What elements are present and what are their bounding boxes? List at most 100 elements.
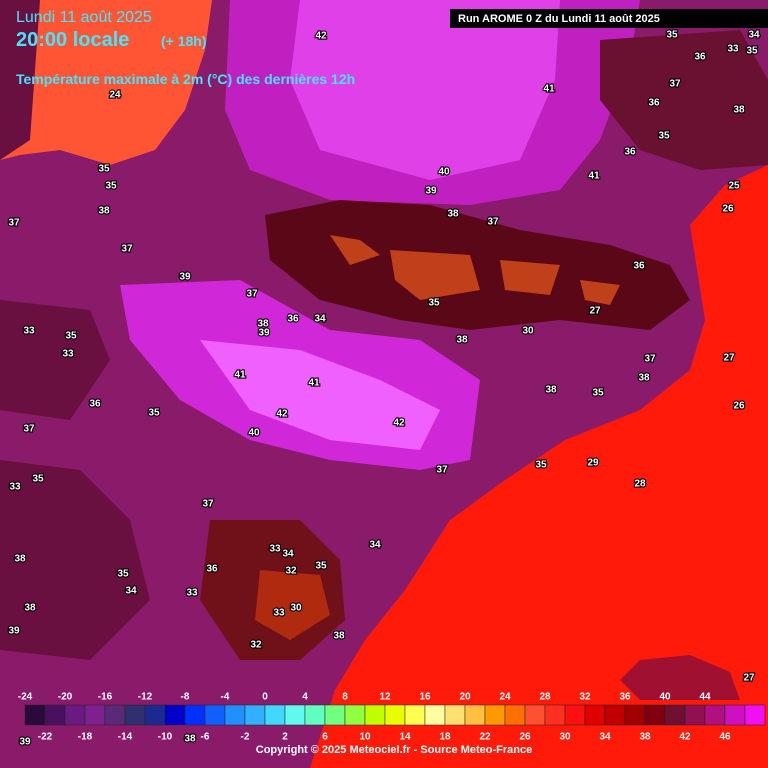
- station-temperature: 39: [258, 328, 270, 339]
- map-title: Température maximale à 2m (°C) des derni…: [16, 71, 355, 87]
- colorbar-tick-label: 0: [262, 692, 268, 703]
- colorbar-tick-label: -24: [18, 692, 33, 703]
- station-temperature: 40: [438, 167, 450, 178]
- colorbar-swatch: [184, 704, 206, 726]
- station-temperature: 37: [23, 424, 35, 435]
- station-temperature: 33: [273, 608, 285, 619]
- station-temperature: 38: [24, 603, 36, 614]
- colorbar-tick-label: 20: [459, 692, 471, 703]
- colorbar-swatch: [684, 704, 706, 726]
- colorbar-tick-label: 42: [679, 732, 691, 743]
- station-temperature: 37: [246, 289, 258, 300]
- colorbar-swatch: [564, 704, 586, 726]
- station-temperature: 38: [333, 631, 345, 642]
- colorbar-swatch: [604, 704, 626, 726]
- copyright: Copyright © 2025 Meteociel.fr - Source M…: [256, 744, 532, 756]
- station-temperature: 33: [23, 326, 35, 337]
- station-temperature: 35: [315, 561, 327, 572]
- colorbar-swatch: [524, 704, 546, 726]
- southern-peaks: [255, 570, 330, 640]
- colorbar-swatch: [504, 704, 526, 726]
- run-banner: [450, 9, 768, 28]
- island: [620, 655, 740, 700]
- colorbar-tick-label: 14: [399, 732, 411, 743]
- station-temperature: 41: [308, 378, 320, 389]
- station-temperature: 29: [587, 458, 599, 469]
- station-temperature: 30: [522, 326, 534, 337]
- colorbar-swatch: [624, 704, 646, 726]
- station-temperature: 39: [8, 626, 20, 637]
- station-temperature: 37: [121, 244, 133, 255]
- colorbar-tick-label: 24: [499, 692, 511, 703]
- station-temperature: 38: [14, 554, 26, 565]
- station-temperature: 38: [456, 335, 468, 346]
- colorbar-tick-label: 44: [699, 692, 711, 703]
- north-plain-hot: [290, 0, 560, 180]
- station-temperature: 37: [436, 465, 448, 476]
- colorbar-swatch: [64, 704, 86, 726]
- station-temperature: 27: [743, 673, 755, 684]
- pyrenees-peaks: [330, 235, 620, 305]
- station-temperature: 35: [666, 30, 678, 41]
- colorbar-tick-label: 22: [479, 732, 491, 743]
- colorbar-tick-label: 6: [322, 732, 328, 743]
- colorbar-swatch: [284, 704, 306, 726]
- colorbar-tick-label: 4: [302, 692, 308, 703]
- station-temperature: 35: [428, 298, 440, 309]
- colorbar-swatch: [204, 704, 226, 726]
- colorbar-tick-label: 28: [539, 692, 551, 703]
- colorbar-swatch: [324, 704, 346, 726]
- station-temperature: 36: [287, 314, 299, 325]
- colorbar-swatch: [424, 704, 446, 726]
- colorbar-tick-label: 46: [719, 732, 731, 743]
- station-temperature: 39: [425, 186, 437, 197]
- colorbar-tick-label: 26: [519, 732, 531, 743]
- colorbar: -24 -20 -16 -12 -8 -4 0 4 8 12 16 20 24 28 32 36 40 44-22…: [18, 692, 766, 743]
- station-temperature: 35: [105, 181, 117, 192]
- station-temperature: 35: [658, 131, 670, 142]
- station-temperature: 41: [543, 84, 555, 95]
- station-temperature: 34: [369, 540, 381, 551]
- station-temperature: 38: [184, 734, 196, 745]
- station-temperature: 35: [65, 331, 77, 342]
- station-temperature: 34: [314, 314, 326, 325]
- colorbar-swatch: [664, 704, 686, 726]
- colorbar-swatch: [484, 704, 506, 726]
- colorbar-swatch: [144, 704, 166, 726]
- colorbar-tick-label: 38: [639, 732, 651, 743]
- eastern-highlands: [600, 30, 768, 170]
- station-temperature: 28: [634, 479, 646, 490]
- station-temperature: 32: [250, 640, 262, 651]
- station-temperature: 27: [723, 353, 735, 364]
- colorbar-swatch: [364, 704, 386, 726]
- station-temperature: 38: [447, 209, 459, 220]
- colorbar-tick-label: 18: [439, 732, 451, 743]
- colorbar-tick-label: 2: [282, 732, 288, 743]
- colorbar-swatch: [544, 704, 566, 726]
- station-temperature: 25: [728, 181, 740, 192]
- colorbar-swatch: [244, 704, 266, 726]
- colorbar-tick-label: -4: [221, 692, 230, 703]
- station-temperature: 33: [62, 349, 74, 360]
- station-temperature: 36: [633, 261, 645, 272]
- station-temperature: 42: [276, 409, 288, 420]
- colorbar-tick-label: 40: [659, 692, 671, 703]
- colorbar-tick-label: 16: [419, 692, 431, 703]
- station-temperature: 37: [669, 79, 681, 90]
- station-temperature: 39: [19, 737, 31, 748]
- colorbar-tick-label: 30: [559, 732, 571, 743]
- station-temperature: 41: [588, 171, 600, 182]
- colorbar-tick-label: -14: [118, 732, 133, 743]
- colorbar-swatch: [124, 704, 146, 726]
- colorbar-tick-label: -10: [158, 732, 173, 743]
- bay-of-biscay: [0, 0, 212, 165]
- colorbar-tick-label: 34: [599, 732, 611, 743]
- colorbar-swatch: [304, 704, 326, 726]
- colorbar-swatch: [104, 704, 126, 726]
- colorbar-tick-label: -8: [181, 692, 190, 703]
- station-temperature: 42: [315, 31, 327, 42]
- colorbar-swatch: [704, 704, 726, 726]
- station-temperature: 37: [644, 354, 656, 365]
- run-label: Run AROME 0 Z du Lundi 11 août 2025: [458, 13, 660, 25]
